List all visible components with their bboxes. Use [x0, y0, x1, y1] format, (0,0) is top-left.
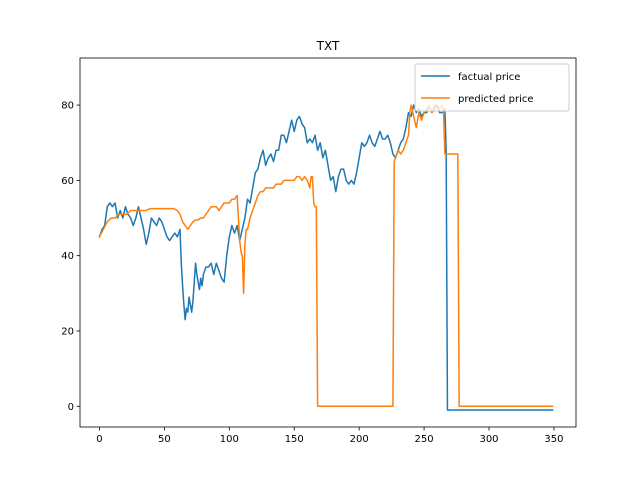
series-layer: [98, 104, 554, 411]
legend: factual price predicted price: [414, 63, 570, 112]
legend-label-factual-price: factual price: [458, 72, 520, 83]
axes-layer: 0 50 100 150 200 250 300 350 0 20 40 60 80: [61, 57, 577, 445]
legend-label-predicted-price: predicted price: [458, 94, 534, 105]
x-tick-label: 100: [220, 434, 239, 445]
y-tick-label: 80: [61, 101, 74, 112]
y-tick-label: 0: [68, 402, 74, 413]
legend-frame: [414, 63, 570, 112]
y-tick-label: 20: [61, 326, 74, 337]
plot-frame: [79, 57, 577, 428]
y-tick-label: 60: [61, 176, 74, 187]
series-line-predicted-price: [98, 104, 554, 408]
x-tick-label: 150: [285, 434, 304, 445]
x-tick-label: 0: [96, 434, 102, 445]
x-tick-label: 200: [350, 434, 369, 445]
y-tick-label: 40: [61, 251, 74, 262]
x-tick-label: 300: [479, 434, 498, 445]
x-tick-label: 250: [415, 434, 434, 445]
x-tick-label: 50: [158, 434, 171, 445]
chart-title: TXT: [316, 39, 340, 53]
x-tick-label: 350: [544, 434, 563, 445]
